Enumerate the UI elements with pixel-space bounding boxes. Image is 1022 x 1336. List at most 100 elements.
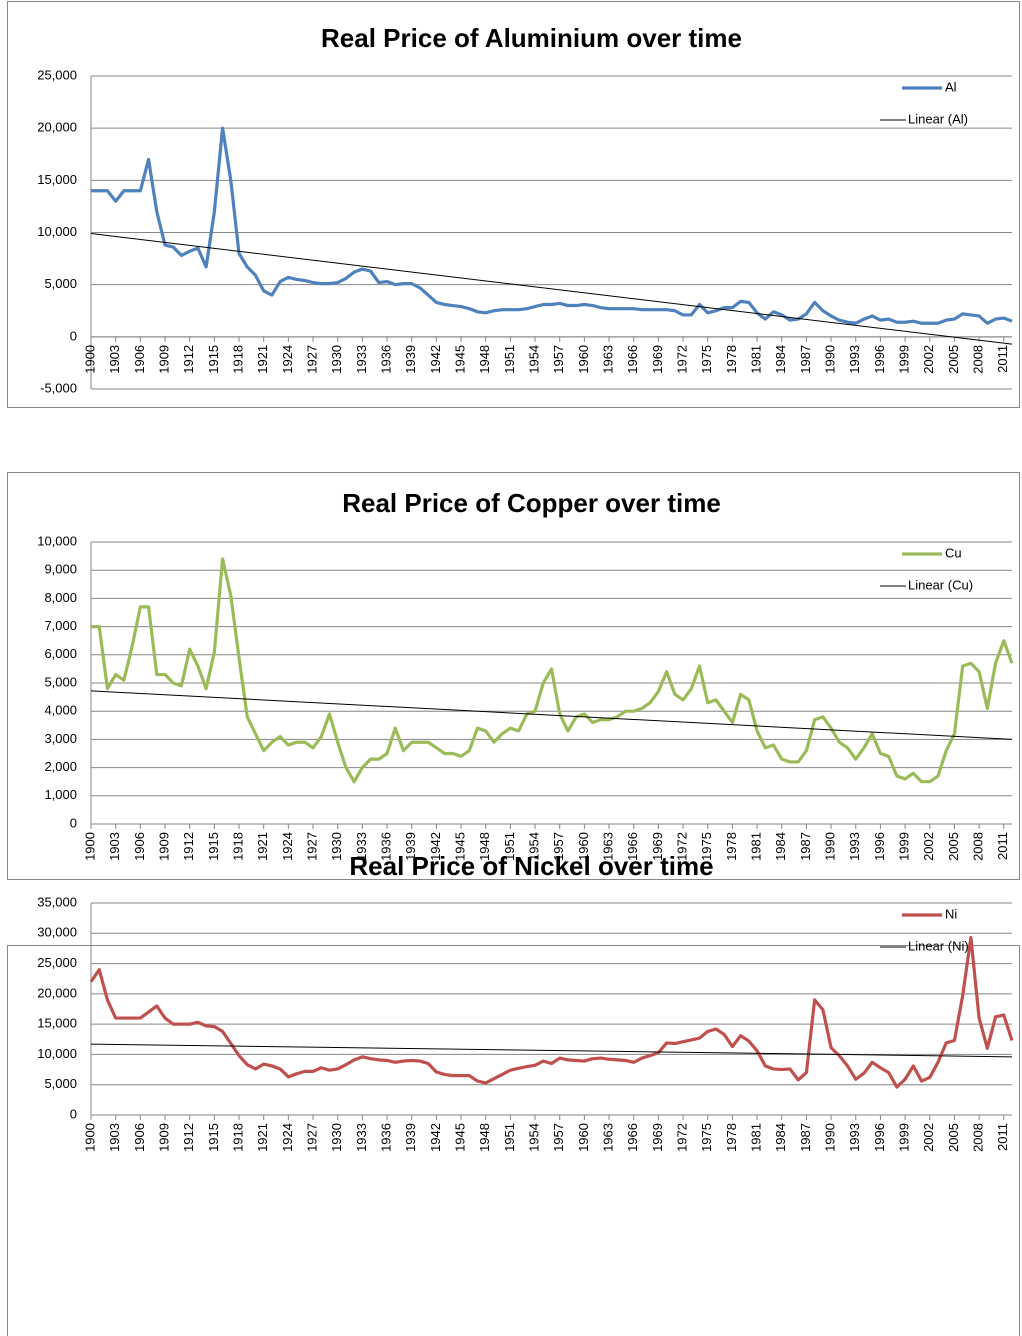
legend-label: Ni — [945, 906, 957, 921]
trend-line — [90, 1043, 1013, 1058]
x-tick-label: 1903 — [107, 1123, 122, 1152]
x-tick-label: 1993 — [847, 832, 862, 861]
x-tick-label: 1900 — [82, 1123, 97, 1152]
x-tick-label: 1939 — [403, 832, 418, 861]
x-tick-label: 1990 — [823, 1123, 838, 1152]
y-tick-label: 4,000 — [44, 703, 77, 718]
chart-title: Real Price of Aluminium over time — [321, 23, 742, 53]
x-tick-label: 1933 — [354, 832, 369, 861]
x-tick-label: 1927 — [304, 1123, 319, 1152]
x-tick-label: 1924 — [280, 832, 295, 861]
trend-line — [90, 233, 1013, 345]
chart-title: Real Price of Copper over time — [342, 488, 721, 518]
x-tick-label: 1960 — [576, 832, 591, 861]
x-tick-label: 1993 — [847, 1123, 862, 1152]
x-tick-label: 1963 — [601, 832, 616, 861]
x-tick-label: 1921 — [255, 832, 270, 861]
x-tick-label: 1951 — [502, 1123, 517, 1152]
x-tick-label: 1984 — [773, 345, 788, 374]
x-tick-label: 1954 — [526, 345, 541, 374]
y-tick-label: 6,000 — [44, 646, 77, 661]
x-tick-label: 1933 — [354, 1123, 369, 1152]
y-tick-label: 5,000 — [44, 674, 77, 689]
x-tick-label: 2008 — [971, 832, 986, 861]
y-tick-label: 0 — [70, 328, 77, 343]
x-tick-label: 1930 — [329, 345, 344, 374]
x-tick-label: 1921 — [255, 1123, 270, 1152]
x-tick-label: 1969 — [650, 1123, 665, 1152]
y-tick-label: 25,000 — [37, 955, 77, 970]
x-tick-label: 1960 — [576, 345, 591, 374]
x-tick-label: 1924 — [280, 345, 295, 374]
x-tick-label: 1957 — [551, 345, 566, 374]
x-tick-label: 1942 — [428, 345, 443, 374]
x-tick-label: 1903 — [107, 345, 122, 374]
x-tick-label: 1930 — [329, 1123, 344, 1152]
y-tick-label: 25,000 — [37, 67, 77, 82]
x-tick-label: 1990 — [823, 345, 838, 374]
y-tick-label: 20,000 — [37, 120, 77, 135]
x-tick-label: 1912 — [181, 1123, 196, 1152]
x-tick-label: 1906 — [132, 1123, 147, 1152]
x-tick-label: 1924 — [280, 1123, 295, 1152]
x-tick-label: 1960 — [576, 1123, 591, 1152]
x-tick-label: 1987 — [798, 345, 813, 374]
y-tick-label: 15,000 — [37, 172, 77, 187]
x-tick-label: 1972 — [675, 345, 690, 374]
x-tick-label: 1927 — [304, 832, 319, 861]
y-tick-label: 15,000 — [37, 1016, 77, 1031]
x-tick-label: 1909 — [156, 832, 171, 861]
x-tick-label: 2002 — [921, 832, 936, 861]
x-tick-label: 1984 — [773, 1123, 788, 1152]
x-tick-label: 2002 — [921, 345, 936, 374]
y-tick-label: 2,000 — [44, 759, 77, 774]
y-tick-label: 7,000 — [44, 618, 77, 633]
x-tick-label: 1978 — [724, 345, 739, 374]
x-tick-label: 1996 — [872, 832, 887, 861]
y-tick-label: 1,000 — [44, 787, 77, 802]
x-tick-label: 1933 — [354, 345, 369, 374]
x-tick-label: 2008 — [971, 1123, 986, 1152]
x-tick-label: 1906 — [132, 832, 147, 861]
legend-label: Linear (Cu) — [908, 577, 973, 592]
legend-label: Cu — [945, 545, 962, 560]
x-tick-label: 1915 — [206, 345, 221, 374]
x-tick-label: 1987 — [798, 1123, 813, 1152]
x-tick-label: 1942 — [428, 1123, 443, 1152]
x-tick-label: 1936 — [378, 1123, 393, 1152]
x-tick-label: 1981 — [749, 345, 764, 374]
y-tick-label: 3,000 — [44, 731, 77, 746]
x-tick-label: 1942 — [428, 832, 443, 861]
chart-frame — [7, 945, 1020, 1336]
x-tick-label: 1975 — [699, 345, 714, 374]
x-tick-label: 1900 — [82, 832, 97, 861]
x-tick-label: 1996 — [872, 345, 887, 374]
x-tick-label: 1903 — [107, 832, 122, 861]
x-tick-label: 1978 — [724, 832, 739, 861]
x-tick-label: 1999 — [897, 345, 912, 374]
x-tick-label: 2005 — [946, 345, 961, 374]
x-tick-label: 2011 — [995, 345, 1010, 373]
x-tick-label: 1939 — [403, 1123, 418, 1152]
series-line — [91, 557, 1014, 784]
y-tick-label: 8,000 — [44, 590, 77, 605]
legend-label: Al — [945, 79, 957, 94]
x-tick-label: 1909 — [156, 345, 171, 374]
x-tick-label: 1963 — [601, 1123, 616, 1152]
series-line — [91, 126, 1013, 325]
x-tick-label: 1957 — [551, 832, 566, 861]
x-tick-label: 1909 — [156, 1123, 171, 1152]
x-tick-label: 2011 — [995, 1123, 1010, 1151]
y-tick-label: 10,000 — [37, 224, 77, 239]
x-tick-label: 1906 — [132, 345, 147, 374]
x-tick-label: 1921 — [255, 345, 270, 374]
x-tick-label: 1939 — [403, 345, 418, 374]
y-tick-label: 0 — [70, 1106, 77, 1121]
y-tick-label: 5,000 — [44, 1076, 77, 1091]
x-tick-label: 2011 — [995, 832, 1010, 860]
x-tick-label: 1918 — [230, 1123, 245, 1152]
x-tick-label: 1966 — [625, 345, 640, 374]
x-tick-label: 1978 — [724, 1123, 739, 1152]
x-tick-label: 1957 — [551, 1123, 566, 1152]
x-tick-label: 1945 — [452, 345, 467, 374]
